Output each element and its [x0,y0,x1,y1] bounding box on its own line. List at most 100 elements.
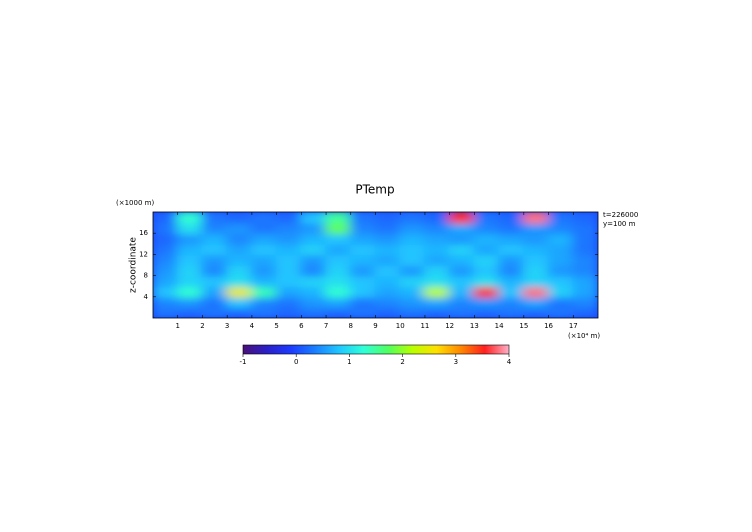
cell [473,264,501,277]
cell [201,221,229,235]
cell [473,232,501,245]
cell [572,285,598,298]
cell [374,306,402,318]
cell [399,221,426,235]
cell [325,285,352,298]
cell [448,232,476,245]
cell [522,253,550,266]
cell [349,285,377,298]
cell [498,242,525,256]
cell [201,285,229,298]
cell [423,285,451,298]
cell [547,295,575,309]
x-tick-label: 11 [420,322,429,330]
cell [374,253,402,266]
cell [448,264,476,277]
cell [226,221,253,235]
cell [522,212,550,224]
cell [325,274,352,288]
cell [423,274,451,288]
cell [349,306,377,318]
x-tick-label: 14 [495,322,504,330]
cell [399,274,426,288]
cell [275,295,303,309]
cell [448,306,476,318]
cell [423,264,451,277]
x-tick-label: 6 [299,322,304,330]
cell [153,295,179,309]
cell [226,232,253,245]
cell [473,253,501,266]
x-tick-label: 9 [373,322,377,330]
cell [448,274,476,288]
cell [176,242,204,256]
cell [374,242,402,256]
cell [473,285,501,298]
field [153,212,598,318]
y-unit: (×1000 m) [116,199,154,207]
cell [448,295,476,309]
cell [176,306,204,318]
cell [201,306,229,318]
cell [226,306,253,318]
cell [399,264,426,277]
x-tick-label: 7 [324,322,328,330]
cell [201,242,229,256]
cell [522,221,550,235]
cell [572,221,598,235]
cell [547,212,575,224]
cell [176,274,204,288]
cell [572,274,598,288]
cell [250,221,278,235]
cell [349,242,377,256]
cell [547,242,575,256]
x-tick-label: 13 [470,322,479,330]
cell [423,221,451,235]
cell [522,274,550,288]
cell [473,212,501,224]
cell [522,242,550,256]
cell [473,221,501,235]
cell [153,212,179,224]
cell [423,212,451,224]
cell [300,242,328,256]
cell [153,253,179,266]
y-tick-label: 8 [144,272,148,280]
cell [201,212,229,224]
x-tick-label: 12 [445,322,454,330]
cell [498,295,525,309]
cell [226,253,253,266]
cell [300,306,328,318]
cell [399,285,426,298]
cell [325,295,352,309]
cell [498,264,525,277]
cell [547,221,575,235]
cell [153,285,179,298]
cell [226,285,253,298]
cell [522,306,550,318]
cell [399,306,426,318]
cell [226,295,253,309]
cell [349,264,377,277]
cell [448,242,476,256]
cell [176,253,204,266]
cell [572,264,598,277]
cell [275,232,303,245]
cell [498,212,525,224]
x-unit: (×10⁴ m) [568,332,600,340]
cell [473,295,501,309]
cell [325,264,352,277]
cell [547,285,575,298]
x-tick-label: 17 [569,322,578,330]
cell [423,306,451,318]
cell [448,253,476,266]
cell [473,242,501,256]
x-tick-label: 5 [274,322,278,330]
cell [522,285,550,298]
cell [250,285,278,298]
cell [300,274,328,288]
cell [176,221,204,235]
x-tick-label: 16 [544,322,553,330]
cell [201,274,229,288]
x-tick-label: 3 [225,322,229,330]
